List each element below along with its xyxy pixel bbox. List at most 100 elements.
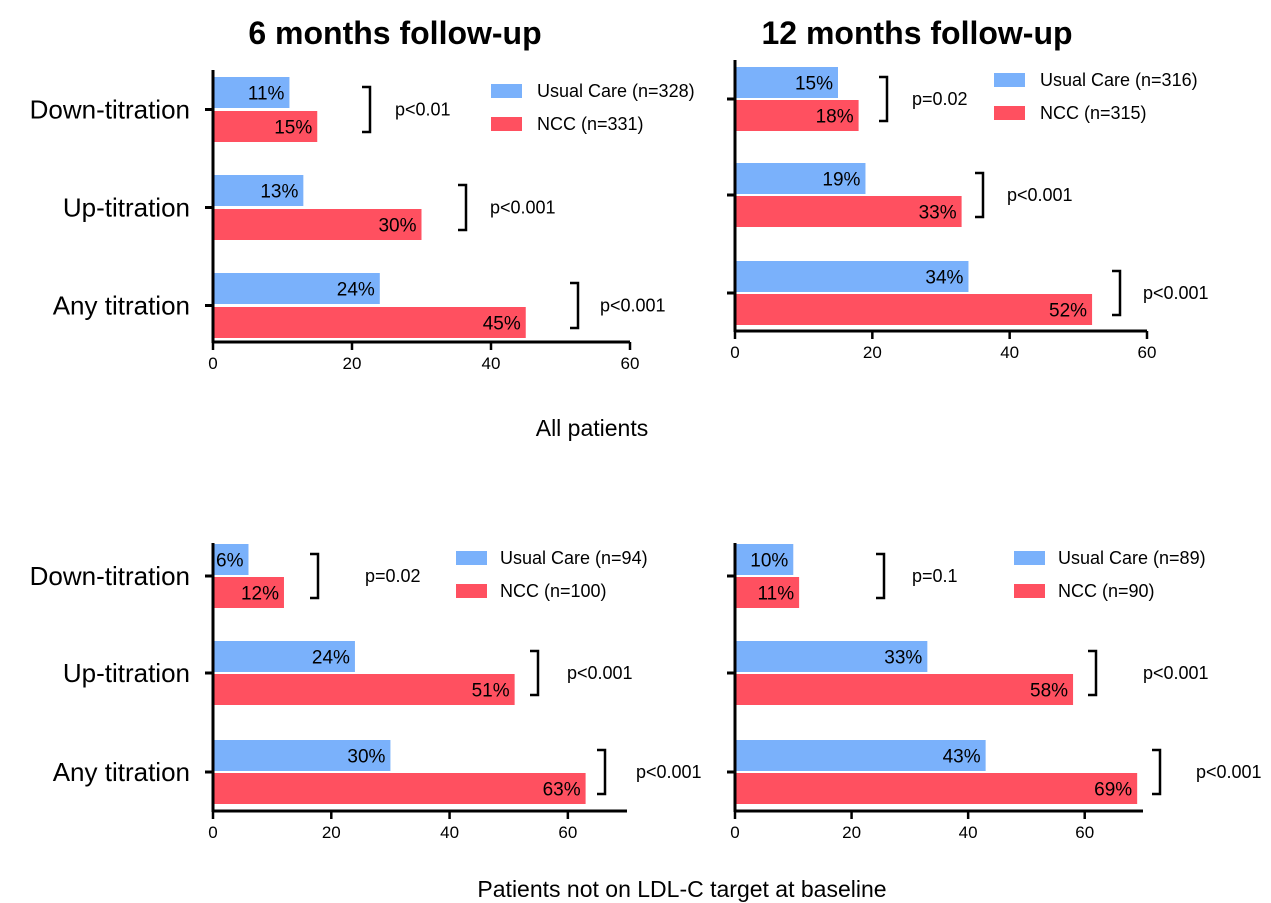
bar-usual-care xyxy=(735,67,838,98)
x-tick-label: 0 xyxy=(208,823,217,842)
data-label: 19% xyxy=(822,170,860,191)
section-label-not-on-target: Patients not on LDL-C target at baseline xyxy=(477,876,886,902)
p-value-label: p<0.001 xyxy=(1143,283,1209,303)
category-label: Up-titration xyxy=(63,658,190,688)
x-tick-label: 20 xyxy=(863,343,882,362)
significance-bracket xyxy=(1152,748,1162,796)
bar-usual-care xyxy=(213,175,304,206)
legend-swatch-usual-care xyxy=(994,73,1025,87)
data-label: 24% xyxy=(312,648,350,669)
p-value-label: p=0.1 xyxy=(912,566,958,586)
chart-panel-2: 12 months follow-up 15% 18% p=0.02 19% 33% p<0… xyxy=(727,15,1209,362)
legend-label: NCC (n=90) xyxy=(1058,581,1155,601)
x-tick-label: 60 xyxy=(558,823,577,842)
x-tick-label: 60 xyxy=(1075,823,1094,842)
category-label: Down-titration xyxy=(30,561,190,591)
x-tick-label: 40 xyxy=(482,354,501,373)
data-label: 63% xyxy=(543,780,581,801)
significance-bracket xyxy=(597,748,607,796)
data-label: 51% xyxy=(472,681,510,702)
chart-panel-4: 10% 11% p=0.1 33% 58% p<0.001 43% 69% p<0.001 0 20… xyxy=(727,543,1262,842)
legend-swatch-ncc xyxy=(994,106,1025,120)
p-value-label: p<0.001 xyxy=(636,762,702,782)
significance-bracket xyxy=(1112,269,1122,317)
bar-usual-care xyxy=(735,544,794,575)
data-label: 18% xyxy=(816,107,854,128)
data-label: 33% xyxy=(919,203,957,224)
bar-usual-care xyxy=(735,740,986,771)
significance-bracket xyxy=(310,552,320,600)
legend-label: Usual Care (n=328) xyxy=(537,81,695,101)
bar-ncc xyxy=(213,773,586,804)
x-tick-label: 60 xyxy=(1138,343,1157,362)
bar-ncc xyxy=(735,577,800,608)
data-label: 11% xyxy=(248,84,285,105)
bar-usual-care xyxy=(735,641,928,672)
p-value-label: p<0.001 xyxy=(490,198,556,218)
category-label: Down-titration xyxy=(30,95,190,125)
legend-label: NCC (n=100) xyxy=(500,581,607,601)
legend-swatch-ncc xyxy=(456,584,487,598)
significance-bracket xyxy=(362,85,372,134)
x-tick-label: 40 xyxy=(1000,343,1019,362)
data-label: 69% xyxy=(1094,780,1132,801)
data-label: 24% xyxy=(337,280,375,301)
data-label: 15% xyxy=(795,74,833,95)
category-label: Up-titration xyxy=(63,193,190,223)
legend-label: Usual Care (n=89) xyxy=(1058,548,1206,568)
section-label-all-patients: All patients xyxy=(536,415,649,441)
x-tick-label: 0 xyxy=(730,343,739,362)
bar-ncc xyxy=(735,674,1074,705)
data-label: 43% xyxy=(943,747,981,768)
bar-ncc xyxy=(213,111,318,142)
significance-bracket xyxy=(1088,649,1098,697)
category-label: Any titration xyxy=(53,757,190,787)
p-value-label: p<0.01 xyxy=(395,100,451,120)
x-tick-label: 40 xyxy=(959,823,978,842)
significance-bracket xyxy=(879,75,889,123)
significance-bracket xyxy=(530,649,540,697)
chart-panel-3: 6% 12% Down-titration p=0.02 24% 51% Up-titrat… xyxy=(30,543,702,842)
p-value-label: p=0.02 xyxy=(365,566,421,586)
bar-ncc xyxy=(735,773,1138,804)
bar-ncc xyxy=(213,577,284,608)
data-label: 6% xyxy=(216,551,244,572)
data-label: 58% xyxy=(1030,681,1068,702)
p-value-label: p<0.001 xyxy=(567,663,633,683)
data-label: 34% xyxy=(925,268,963,289)
bar-ncc xyxy=(735,294,1093,325)
chart-title: 6 months follow-up xyxy=(248,15,541,51)
significance-bracket xyxy=(876,552,886,600)
legend-swatch-usual-care xyxy=(1014,551,1045,565)
x-tick-label: 0 xyxy=(730,823,739,842)
legend-swatch-usual-care xyxy=(456,551,487,565)
x-tick-label: 20 xyxy=(343,354,362,373)
x-tick-label: 20 xyxy=(322,823,341,842)
legend-label: NCC (n=315) xyxy=(1040,103,1147,123)
data-label: 11% xyxy=(757,584,794,605)
significance-bracket xyxy=(975,171,985,219)
bar-usual-care xyxy=(213,544,249,575)
data-label: 12% xyxy=(241,584,279,605)
bar-usual-care xyxy=(735,163,866,194)
data-label: 45% xyxy=(483,314,521,335)
data-label: 33% xyxy=(884,648,922,669)
bar-ncc xyxy=(213,307,526,338)
bar-usual-care xyxy=(213,740,391,771)
legend-swatch-ncc xyxy=(1014,584,1045,598)
chart-panel-1: 6 months follow-up 11% 15% Down-titration p<… xyxy=(30,15,695,373)
bar-ncc xyxy=(735,100,859,131)
data-label: 15% xyxy=(274,118,312,139)
legend-label: NCC (n=331) xyxy=(537,114,644,134)
significance-bracket xyxy=(570,281,580,330)
p-value-label: p<0.001 xyxy=(1196,762,1262,782)
data-label: 30% xyxy=(347,747,385,768)
bar-usual-care xyxy=(735,261,969,292)
p-value-label: p<0.001 xyxy=(1007,185,1073,205)
x-tick-label: 0 xyxy=(208,354,217,373)
bar-ncc xyxy=(213,209,422,240)
legend-swatch-ncc xyxy=(491,117,522,131)
bar-usual-care xyxy=(213,641,355,672)
x-tick-label: 60 xyxy=(621,354,640,373)
